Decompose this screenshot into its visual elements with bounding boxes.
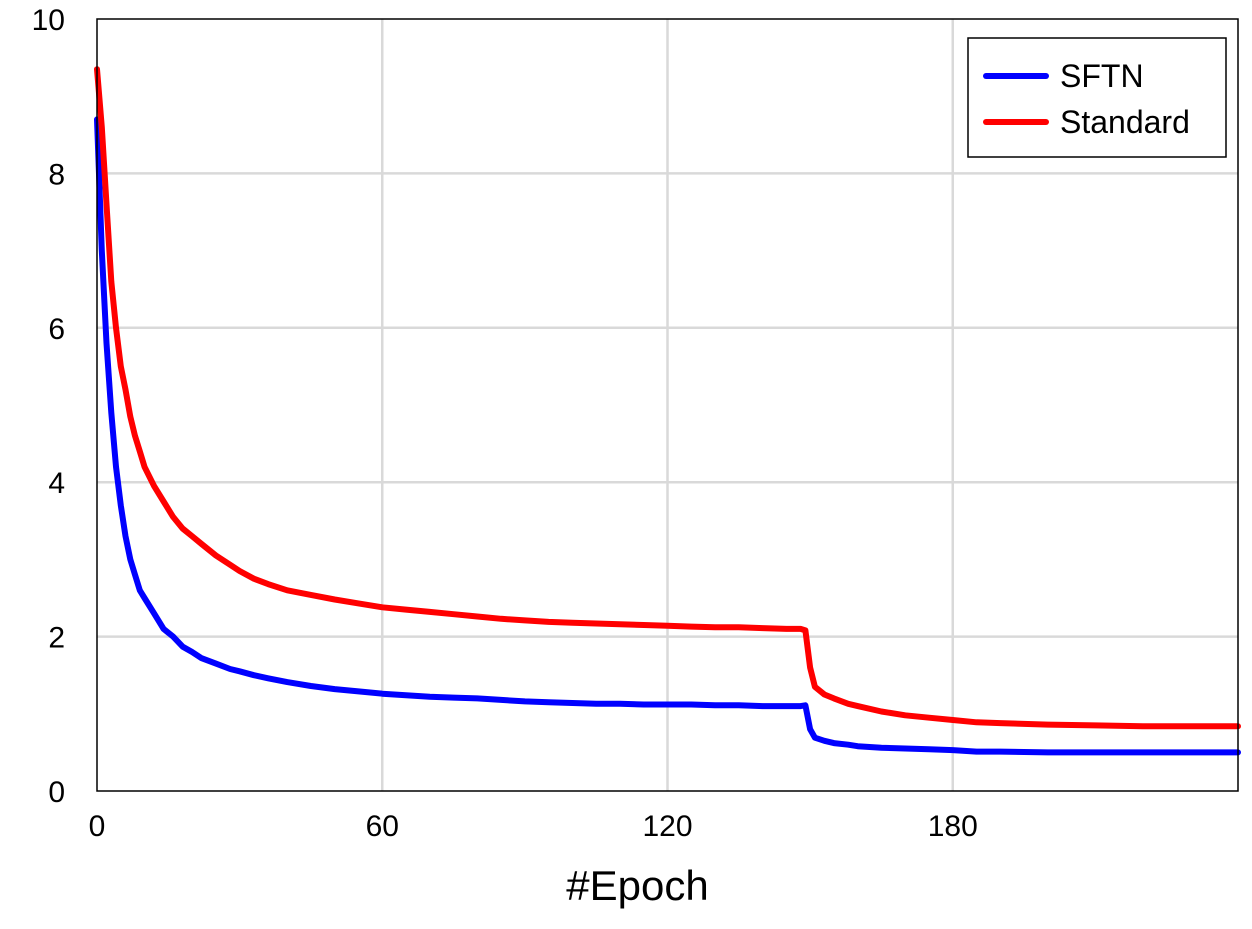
x-axis-title: #Epoch [566, 862, 708, 909]
grid-lines [97, 19, 1238, 791]
y-tick-label: 10 [32, 4, 65, 37]
y-tick-label: 6 [48, 313, 65, 346]
series-line-sftn [94, 116, 1241, 756]
plot-area-frame [96, 18, 1239, 792]
y-tick-label: 8 [48, 158, 65, 191]
y-tick-label: 4 [48, 467, 65, 500]
y-tick-label: 0 [48, 776, 65, 809]
y-tick-label: 2 [48, 622, 65, 655]
legend-label-sftn: SFTN [1060, 58, 1144, 94]
x-tick-label: 0 [89, 810, 106, 843]
legend: SFTN Standard [967, 37, 1227, 158]
legend-label-standard: Standard [1060, 104, 1190, 140]
tick-labels: 0 2 4 6 8 10 0 60 120 180 [32, 4, 978, 843]
series-lines [94, 66, 1241, 756]
legend-box [967, 37, 1227, 158]
x-tick-label: 180 [928, 810, 978, 843]
x-tick-label: 60 [366, 810, 399, 843]
series-line-standard [94, 66, 1241, 730]
x-tick-label: 120 [642, 810, 692, 843]
